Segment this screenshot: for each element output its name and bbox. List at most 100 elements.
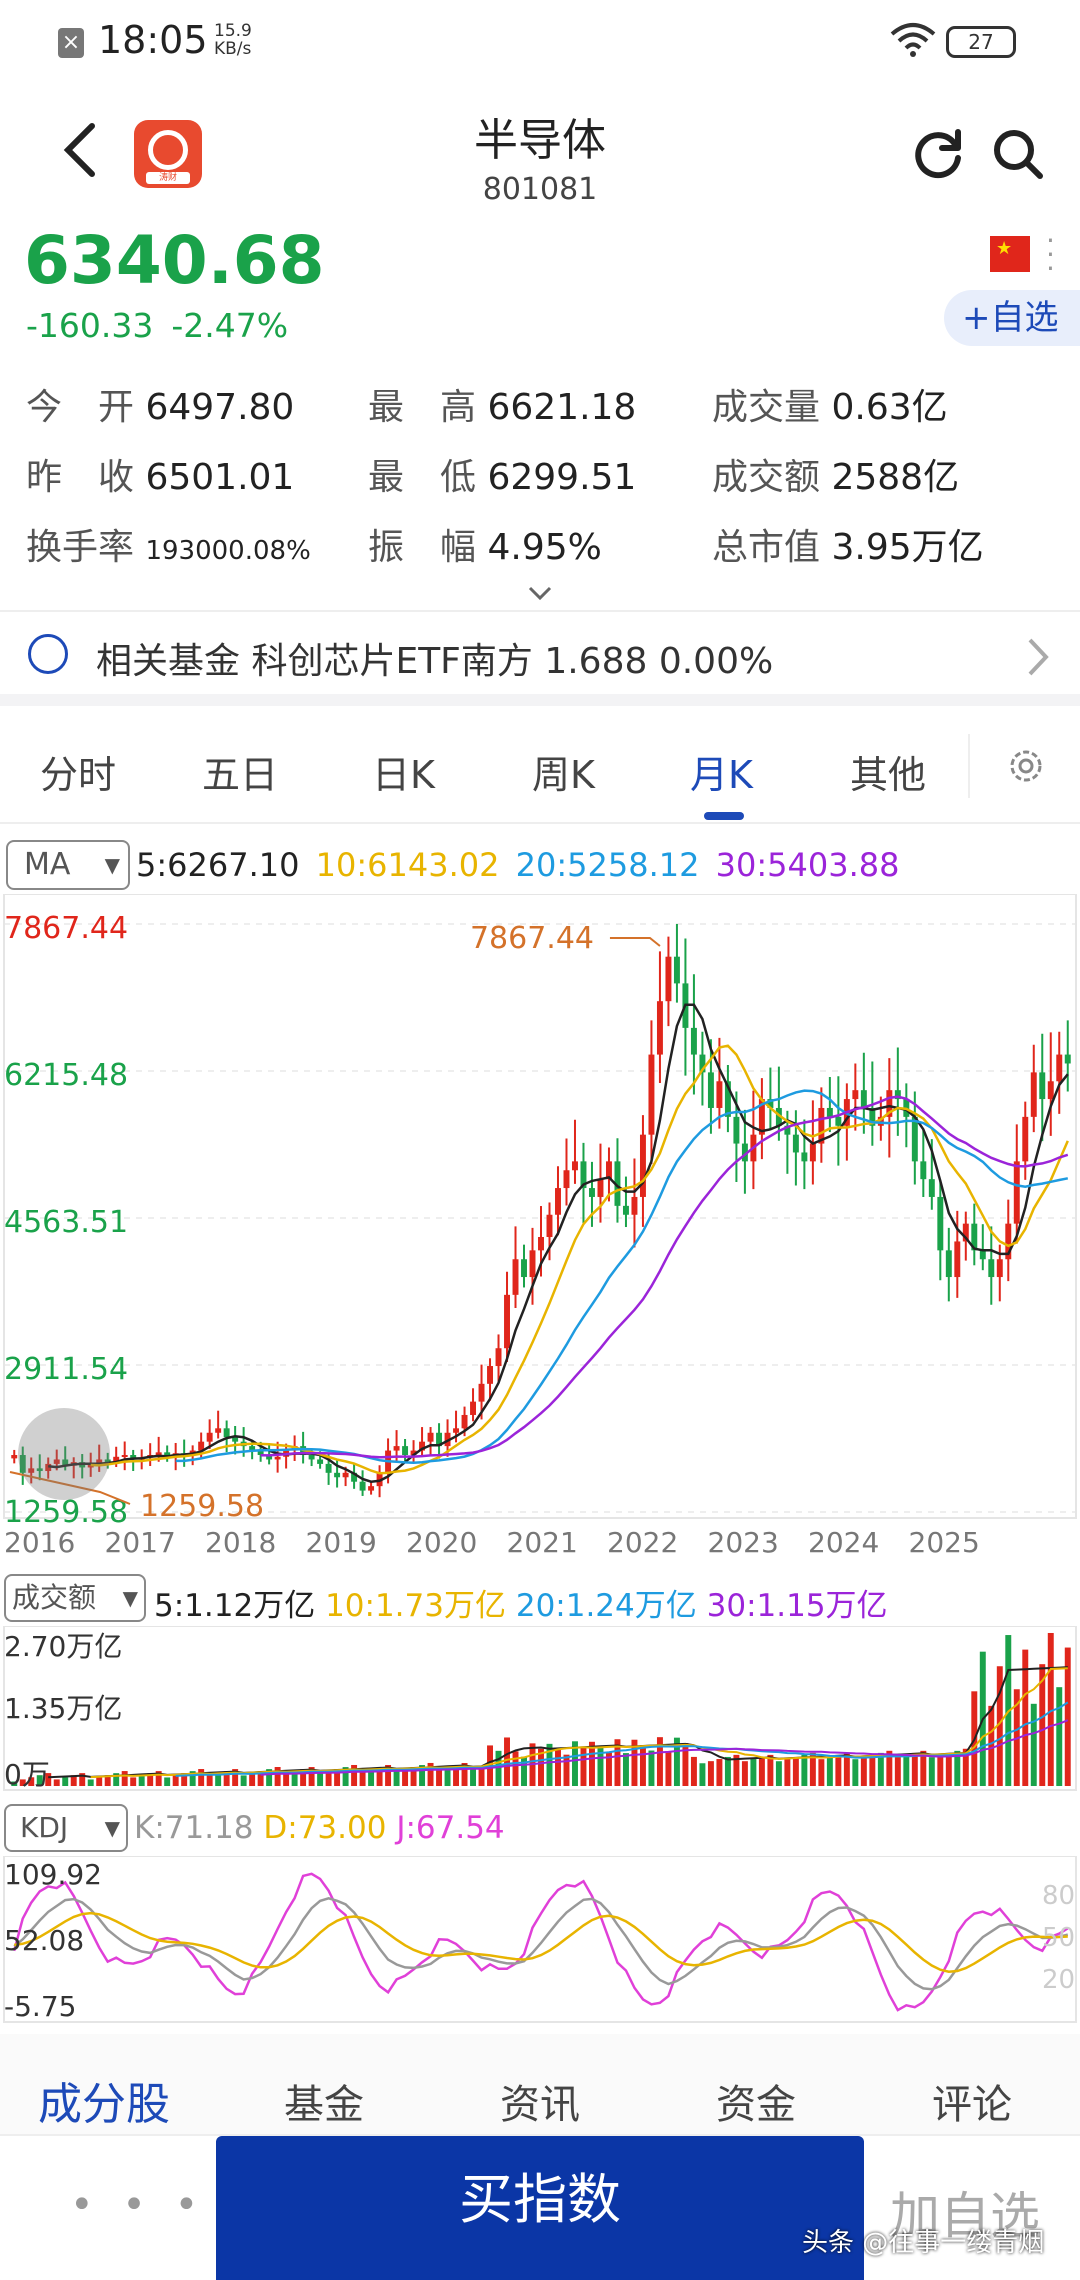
tab-monthly-k[interactable]: 月K	[690, 753, 753, 797]
candle-body	[1013, 1161, 1020, 1224]
candle-body	[1056, 1054, 1063, 1082]
add-watchlist-button[interactable]: 加自选	[890, 2187, 1040, 2245]
candle-body	[11, 1455, 18, 1459]
volume-bar	[317, 1773, 324, 1786]
kdj-selector-label: KDJ	[20, 1811, 69, 1844]
stat-open: 今 开 6497.80	[26, 378, 294, 430]
volume-ma-values: 5:1.12万亿 10:1.73万亿 20:1.24万亿 30:1.15万亿	[154, 1580, 888, 1625]
candle-body	[368, 1486, 375, 1491]
candle-body	[716, 1081, 723, 1108]
volume-bar	[699, 1763, 706, 1786]
speed-value: 15.9	[214, 21, 252, 41]
add-favorite-button[interactable]: +自选	[944, 290, 1080, 346]
volume-selector[interactable]: 成交额 ▼	[4, 1574, 146, 1622]
volume-bar	[792, 1757, 799, 1786]
search-icon[interactable]	[990, 126, 1046, 182]
candle-body	[877, 1116, 884, 1126]
kline-chart[interactable]: 7867.44 6215.48 4563.51 2911.54 1259.58 7867.…	[0, 894, 1080, 1574]
volume-bar	[639, 1745, 646, 1786]
tab-intraday[interactable]: 分时	[40, 753, 117, 797]
candle-body	[631, 1196, 638, 1215]
more-menu-button[interactable]: • • •	[70, 2182, 207, 2228]
wifi-icon	[890, 23, 936, 57]
tab-capital[interactable]: 资金	[716, 2082, 796, 2128]
dropdown-arrow-icon: ▼	[104, 1816, 120, 1840]
candle-body	[656, 1001, 663, 1055]
candle-body	[36, 1468, 43, 1472]
tab-five-day[interactable]: 五日	[202, 753, 279, 797]
tab-news[interactable]: 资讯	[500, 2082, 580, 2128]
related-fund-row[interactable]: 相关基金 科创芯片ETF南方 1.688 0.00%	[0, 612, 1080, 694]
candle-body	[504, 1294, 510, 1349]
expand-chevron-icon[interactable]	[526, 584, 554, 602]
kdj-k: K:71.18	[134, 1810, 254, 1846]
candle-body	[359, 1481, 366, 1491]
candle-body	[19, 1455, 26, 1473]
change-value: -160.33	[26, 306, 154, 345]
volume-bar	[28, 1777, 35, 1786]
candle-body	[869, 1107, 876, 1126]
volume-bar	[240, 1775, 247, 1786]
volume-bar	[393, 1771, 400, 1786]
volume-bar	[1030, 1703, 1037, 1786]
candle-body	[996, 1259, 1003, 1278]
more-vertical-icon[interactable]: · · ·	[1046, 224, 1055, 285]
volume-bar	[614, 1739, 621, 1786]
max-label: 7867.44	[470, 921, 594, 956]
tab-comments[interactable]: 评论	[932, 2082, 1012, 2128]
candle-body	[852, 1090, 859, 1100]
min-marker-line	[9, 1471, 131, 1505]
chart-frame	[3, 894, 1077, 1519]
volume-bar	[1039, 1664, 1046, 1786]
stat-low: 最 低 6299.51	[368, 448, 636, 500]
candle-body	[334, 1472, 341, 1478]
tab-constituents[interactable]: 成分股	[38, 2079, 170, 2130]
x-tick-label: 2018	[205, 1526, 276, 1559]
tab-other[interactable]: 其他	[850, 753, 927, 797]
candle-body	[690, 1027, 697, 1055]
candle-body	[249, 1446, 256, 1451]
candle-body	[971, 1223, 978, 1251]
tab-daily-k[interactable]: 日K	[372, 753, 435, 797]
stat-volume: 成交量 0.63亿	[712, 378, 948, 430]
period-tabs: 分时 五日 日K 周K 月K 其他	[0, 706, 1080, 824]
x-tick-label: 2016	[4, 1526, 75, 1559]
stat-turnover-rate: 换手率 193000.08%	[26, 518, 311, 570]
candle-body	[894, 1090, 901, 1100]
watermark: 头条 @往事一缕青烟	[802, 2228, 1045, 2258]
app-logo[interactable]: 涛财	[134, 120, 202, 188]
stat-value: 6497.80	[145, 387, 295, 428]
candle-body	[436, 1432, 443, 1447]
status-time: 18:05	[98, 18, 208, 62]
volume-bar	[19, 1779, 26, 1786]
ma-selector[interactable]: MA ▼	[6, 840, 130, 890]
volume-bar	[1056, 1687, 1063, 1786]
candle-body	[342, 1472, 349, 1478]
floating-control	[18, 1408, 110, 1500]
kdj-chart[interactable]: 109.92 52.08 -5.75 80 50 20	[0, 1856, 1080, 2026]
stat-key: 今 开	[26, 387, 135, 428]
candle-body	[555, 1188, 561, 1215]
kdj-selector[interactable]: KDJ ▼	[4, 1804, 128, 1852]
tab-funds[interactable]: 基金	[284, 2082, 364, 2128]
refresh-icon[interactable]	[910, 126, 966, 182]
volume-bar	[937, 1755, 944, 1786]
gear-icon[interactable]	[1004, 744, 1048, 788]
candle-body	[206, 1432, 213, 1442]
volume-bar	[555, 1749, 561, 1786]
x-tick-label: 2021	[507, 1526, 578, 1559]
buy-index-button[interactable]: 买指数	[216, 2136, 864, 2280]
candle-body	[495, 1348, 502, 1367]
tab-weekly-k[interactable]: 周K	[532, 753, 595, 797]
volume-chart[interactable]: 2.70万亿 1.35万亿 0万	[0, 1626, 1080, 1792]
volume-bar	[920, 1750, 927, 1786]
volume-bar	[886, 1750, 893, 1786]
volume-bar	[1022, 1649, 1029, 1786]
candle-body	[478, 1383, 485, 1402]
volume-bar	[877, 1752, 884, 1786]
back-arrow-icon[interactable]	[56, 120, 106, 180]
change-percent: -2.47%	[171, 306, 289, 345]
volume-bar	[589, 1741, 595, 1786]
candle-body	[215, 1428, 222, 1433]
volume-bar	[291, 1771, 298, 1786]
